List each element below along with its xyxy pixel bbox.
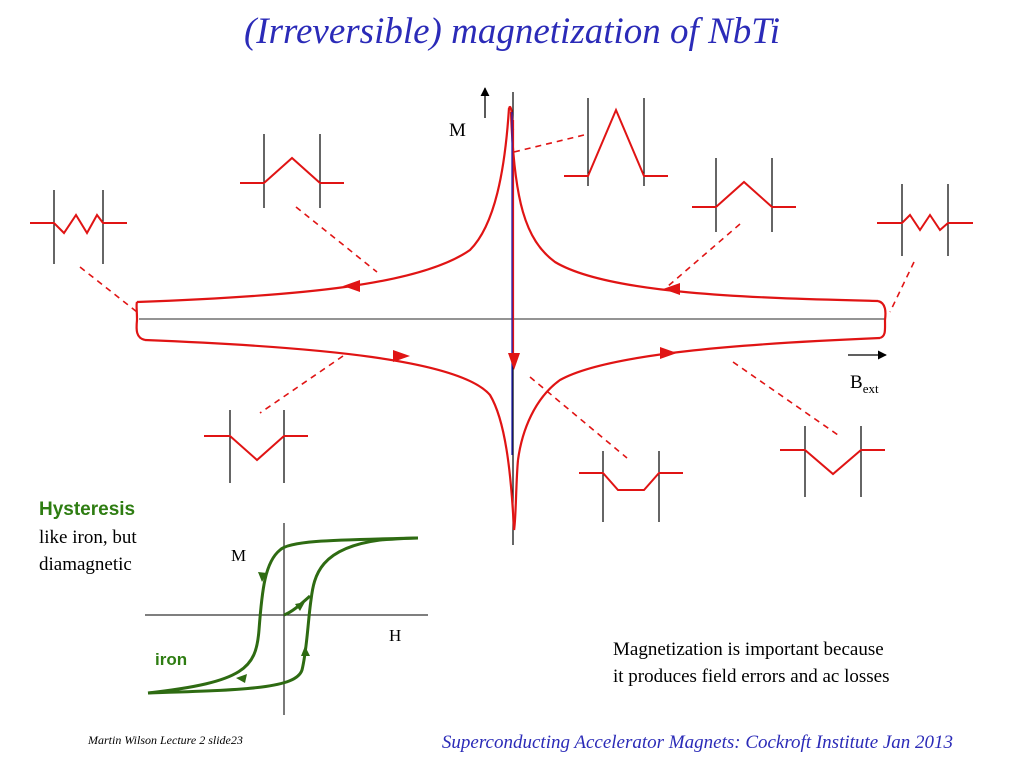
leader-upper-right	[666, 223, 741, 288]
hysteresis-title: Hysteresis	[39, 499, 136, 520]
leader-top-peak	[513, 134, 585, 153]
arrow-center-down	[508, 353, 520, 370]
leader-far-right	[889, 261, 915, 313]
profile-upper-right	[692, 158, 796, 232]
profile-lower-left	[204, 410, 308, 483]
iron-ascending-branch	[147, 536, 419, 695]
upper-left-branch	[136, 107, 511, 304]
magnetization-loop	[135, 105, 887, 531]
arrow-lower-right	[660, 347, 677, 359]
leader-lines	[79, 134, 915, 459]
iron-m-axis-label: M	[231, 546, 247, 565]
note-line1: Magnetization is important because	[613, 639, 884, 660]
iron-initial-curve	[283, 594, 312, 617]
profile-far-left	[30, 190, 127, 264]
iron-h-axis-label: H	[389, 626, 402, 645]
profile-lower-right	[780, 426, 885, 497]
iron-arrow-left	[236, 674, 247, 683]
footer-author: Martin Wilson Lecture 2 slide23	[88, 733, 243, 747]
iron-arrow-up	[301, 646, 310, 656]
leader-lower-center	[529, 376, 628, 459]
profile-far-right	[877, 184, 973, 256]
leader-upper-left	[295, 206, 378, 273]
arrow-lower-left	[393, 350, 410, 362]
lower-peak	[512, 459, 520, 531]
profile-lower-center	[579, 451, 683, 522]
right-edge	[877, 299, 887, 340]
upper-right-branch	[509, 111, 879, 303]
profile-upper-left	[240, 134, 344, 208]
arrow-upper-right	[663, 283, 680, 295]
m-axis-label: M	[449, 120, 466, 141]
iron-descending-branch	[147, 536, 419, 695]
bext-label-subscript: ext	[862, 380, 879, 396]
arrow-upper-left	[343, 280, 360, 292]
iron-curve-label: iron	[155, 650, 188, 669]
slide-title: (Irreversible) magnetization of NbTi	[243, 11, 781, 52]
footer-course: Superconducting Accelerator Magnets: Coc…	[441, 732, 954, 753]
lower-right-branch	[516, 336, 881, 461]
hysteresis-text-line2: diamagnetic	[39, 554, 132, 575]
left-edge	[135, 301, 146, 342]
iron-arrow-initial	[295, 602, 305, 611]
leader-lower-right	[732, 361, 839, 436]
iron-hysteresis-plot	[145, 523, 428, 715]
note-line2: it produces field errors and ac losses	[613, 666, 890, 687]
leader-far-left	[79, 266, 138, 313]
iron-arrow-down	[258, 572, 267, 582]
hysteresis-text-line1: like iron, but	[39, 527, 137, 548]
profile-top-peak	[564, 98, 668, 186]
bext-axis-label: Bext	[850, 372, 879, 397]
bext-label-base: B	[850, 372, 863, 393]
lower-left-branch	[144, 338, 516, 531]
leader-lower-left	[259, 355, 344, 414]
loop-direction-arrows	[343, 280, 680, 370]
